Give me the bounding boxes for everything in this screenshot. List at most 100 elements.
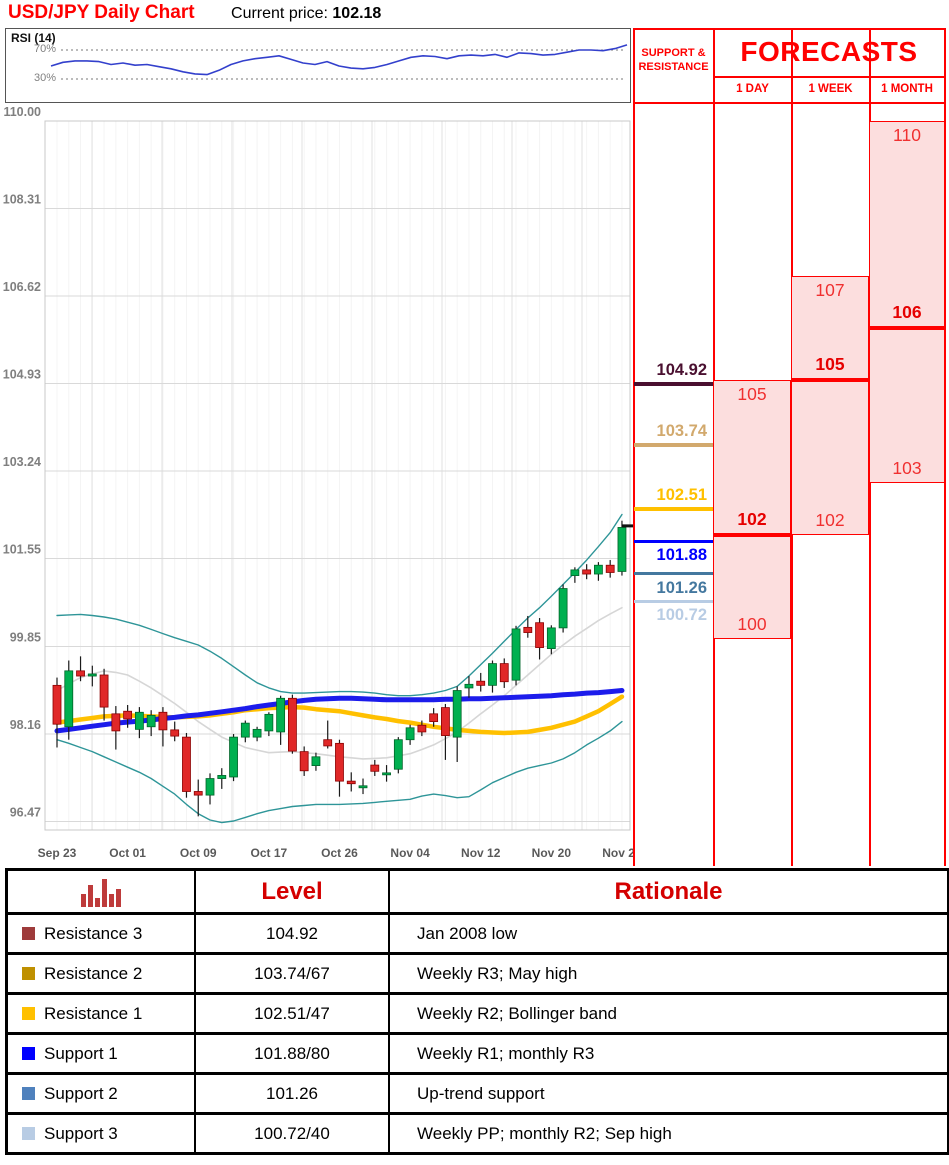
current-price-marker xyxy=(622,524,633,528)
page-header: USD/JPY Daily Chart Current price: 102.1… xyxy=(8,2,381,26)
candle-body xyxy=(182,736,191,792)
sr-level-line xyxy=(634,507,713,511)
sr-level-line xyxy=(634,539,713,544)
y-axis-label: 106.62 xyxy=(3,280,41,294)
candle-body xyxy=(229,736,238,778)
x-axis-label: Nov 20 xyxy=(532,846,572,860)
table-row-rationale: Weekly R1; monthly R3 xyxy=(390,1035,947,1075)
candle-body xyxy=(111,713,121,732)
table-row-level: 103.74/67 xyxy=(196,955,390,995)
candle-body xyxy=(405,727,415,741)
table-row-rationale: Up-trend support xyxy=(390,1075,947,1115)
candlestick-chart: 110.00 108.31 106.62 104.93 103.24 101.55 99.8… xyxy=(3,105,633,860)
candle-body xyxy=(323,739,333,747)
panel-border xyxy=(633,102,946,104)
forecast-range-box xyxy=(713,379,791,639)
panel-border xyxy=(713,28,715,866)
candle-body xyxy=(99,674,109,708)
forecast-column-header-1month: 1 MONTH xyxy=(881,83,933,95)
panel-border xyxy=(791,28,793,866)
rsi-oversold-tick: 30% xyxy=(33,72,56,84)
candle-body xyxy=(558,588,568,629)
candle-body xyxy=(417,724,427,733)
candle-body xyxy=(217,775,227,779)
sr-level-label: 101.26 xyxy=(656,578,707,597)
sr-level-label: 100.72 xyxy=(656,606,707,625)
table-row-level: 101.88/80 xyxy=(196,1035,390,1075)
candle-body xyxy=(441,707,450,736)
candle-body xyxy=(393,739,403,770)
candle-body xyxy=(499,663,509,683)
candle-body xyxy=(287,697,297,752)
table-row-level: 101.26 xyxy=(196,1075,390,1115)
candle-body xyxy=(158,711,168,731)
candle-body xyxy=(370,764,380,772)
candle-body xyxy=(299,751,309,772)
y-axis-label: 108.31 xyxy=(3,192,41,206)
forecast-label: 106 xyxy=(892,302,922,323)
candle-body xyxy=(264,713,274,732)
level-swatch xyxy=(22,1007,35,1020)
panel-border xyxy=(633,28,635,866)
candle-body xyxy=(87,673,97,677)
candle-body xyxy=(605,564,615,573)
x-axis-label: Sep 23 xyxy=(38,846,77,860)
current-price-label: Current price: xyxy=(231,5,328,22)
candle-body xyxy=(123,710,133,720)
candle-body xyxy=(488,663,497,686)
candle-body xyxy=(276,697,286,733)
forecast-label: 103 xyxy=(892,458,922,479)
candle-body xyxy=(205,778,215,796)
y-axis-label: 101.55 xyxy=(3,542,41,556)
rsi-label: RSI (14) xyxy=(11,31,56,45)
forecast-label: 105 xyxy=(815,353,845,374)
y-axis-label: 98.16 xyxy=(10,718,41,732)
candle-body xyxy=(382,772,391,776)
current-price: Current price: 102.18 xyxy=(231,5,381,23)
forecast-mid-line xyxy=(791,377,869,382)
x-axis-label: Nov 04 xyxy=(390,846,430,860)
forecasts-header: FORECASTS xyxy=(740,36,918,67)
candle-body xyxy=(476,680,486,686)
sr-column-header: SUPPORT & RESISTANCE xyxy=(638,47,709,73)
page-title: USD/JPY Daily Chart xyxy=(8,2,195,23)
level-swatch xyxy=(22,1127,35,1140)
candle-body xyxy=(146,714,156,728)
table-row-rationale: Jan 2008 low xyxy=(390,915,947,955)
candle-body xyxy=(535,622,544,648)
sr-level-line xyxy=(634,382,713,386)
candle-body xyxy=(240,722,250,738)
x-axis-label: Nov 12 xyxy=(461,846,501,860)
candle-body xyxy=(252,728,262,738)
table-row-label: Support 3 xyxy=(8,1115,196,1152)
y-axis-label: 96.47 xyxy=(10,806,41,820)
panel-border xyxy=(869,28,871,866)
rsi-panel: RSI (14) 70% 30% xyxy=(5,28,631,103)
table-row-level: 104.92 xyxy=(196,915,390,955)
forecast-mid-line xyxy=(713,533,791,538)
table-row-rationale: Weekly R3; May high xyxy=(390,955,947,995)
candle-body xyxy=(511,628,521,681)
candle-body xyxy=(570,569,580,576)
candle-body xyxy=(346,780,356,785)
forecast-column-header-1day: 1 DAY xyxy=(736,83,769,95)
panel-border xyxy=(944,28,946,866)
candle-body xyxy=(134,711,144,730)
current-price-value: 102.18 xyxy=(332,5,382,22)
forecast-label: 100 xyxy=(737,613,767,634)
table-row-level: 102.51/47 xyxy=(196,995,390,1035)
x-axis-label: Nov 28 xyxy=(602,846,633,860)
level-swatch xyxy=(22,1087,35,1100)
bar-chart-icon xyxy=(81,877,121,907)
sr-level-line xyxy=(634,571,713,576)
forecast-range-box xyxy=(791,276,869,536)
x-axis-label: Oct 09 xyxy=(180,846,217,860)
candle-body xyxy=(358,785,368,789)
candle-body xyxy=(76,670,85,677)
forecast-column-header-1week: 1 WEEK xyxy=(808,83,853,95)
sr-rationale-table: Level Rationale Resistance 3 104.92 Jan … xyxy=(5,868,949,1155)
table-row-label: Resistance 3 xyxy=(8,915,196,955)
level-swatch xyxy=(22,927,35,940)
x-axis-label: Oct 17 xyxy=(251,846,288,860)
